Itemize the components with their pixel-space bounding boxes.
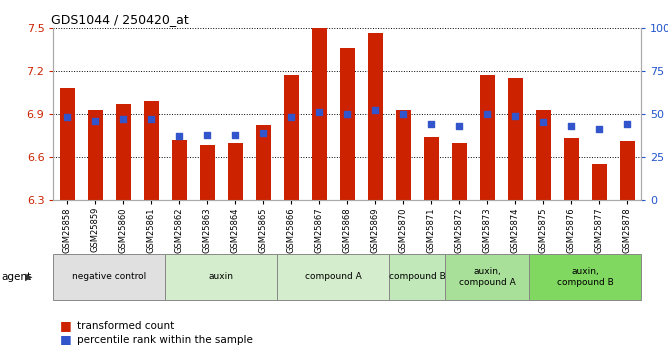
Bar <box>144 101 159 200</box>
Bar <box>480 75 495 200</box>
Bar <box>59 88 75 200</box>
Point <box>510 113 520 118</box>
Bar <box>339 48 355 200</box>
Bar <box>116 104 131 200</box>
Point <box>426 121 437 127</box>
Bar <box>452 142 467 200</box>
Point <box>622 121 633 127</box>
Text: percentile rank within the sample: percentile rank within the sample <box>77 335 253 345</box>
Point <box>566 123 576 129</box>
Point <box>482 111 493 117</box>
Point <box>258 130 269 136</box>
Text: auxin: auxin <box>209 272 234 282</box>
Point <box>342 111 353 117</box>
Point <box>454 123 465 129</box>
Text: compound B: compound B <box>389 272 446 282</box>
Bar <box>424 137 439 200</box>
Bar <box>508 78 523 200</box>
Point <box>594 127 605 132</box>
Text: auxin,
compound B: auxin, compound B <box>557 267 614 287</box>
Point <box>538 120 548 125</box>
Point <box>230 132 240 137</box>
Bar <box>592 164 607 200</box>
Text: ■: ■ <box>60 319 72 333</box>
Text: auxin,
compound A: auxin, compound A <box>459 267 516 287</box>
Point <box>314 109 325 115</box>
Bar <box>88 109 103 200</box>
Bar <box>312 28 327 200</box>
Text: compound A: compound A <box>305 272 362 282</box>
Bar <box>256 125 271 200</box>
Point <box>146 116 157 122</box>
Bar <box>172 140 187 200</box>
Bar <box>395 109 411 200</box>
Bar <box>228 142 243 200</box>
Point <box>398 111 409 117</box>
Text: negative control: negative control <box>72 272 146 282</box>
Point <box>62 115 73 120</box>
Point <box>370 108 381 113</box>
Bar <box>620 141 635 200</box>
Text: agent: agent <box>1 272 31 282</box>
Bar <box>564 138 579 200</box>
Text: ▶: ▶ <box>25 272 33 282</box>
Point <box>90 118 101 124</box>
Text: GDS1044 / 250420_at: GDS1044 / 250420_at <box>51 13 188 27</box>
Point <box>202 132 212 137</box>
Bar <box>367 33 383 200</box>
Bar <box>284 75 299 200</box>
Point <box>118 116 129 122</box>
Text: ■: ■ <box>60 333 72 345</box>
Bar <box>536 109 551 200</box>
Point <box>286 115 297 120</box>
Point <box>174 134 185 139</box>
Bar <box>200 146 215 200</box>
Text: transformed count: transformed count <box>77 321 174 331</box>
